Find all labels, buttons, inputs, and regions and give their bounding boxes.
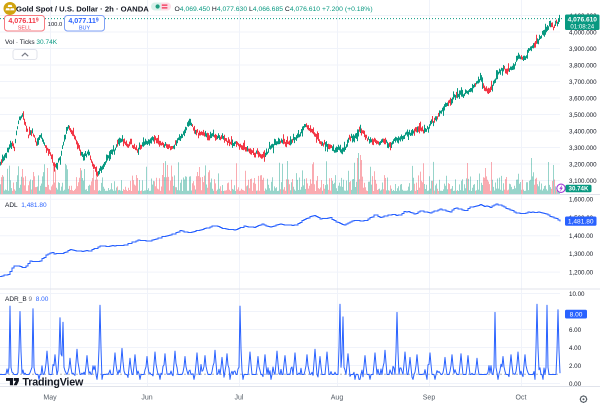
svg-text:Jun: Jun — [141, 395, 152, 402]
svg-text:1,200.00: 1,200.00 — [569, 269, 594, 276]
svg-text:1,600.00: 1,600.00 — [569, 197, 594, 204]
svg-text:Aug: Aug — [331, 395, 344, 402]
svg-text:4,076.119: 4,076.119 — [8, 16, 39, 25]
svg-text:Gold Spot / U.S. Dollar · 2h ·: Gold Spot / U.S. Dollar · 2h · OANDA — [16, 4, 149, 13]
svg-text:O4,069.450 H4,077.630 L4,066.6: O4,069.450 H4,077.630 L4,066.685 C4,076.… — [175, 6, 373, 13]
svg-text:SELL: SELL — [18, 26, 31, 32]
svg-text:3,700.000: 3,700.000 — [569, 79, 597, 86]
svg-text:1,300.00: 1,300.00 — [569, 251, 594, 258]
svg-text:May: May — [43, 395, 57, 402]
svg-text:8.00: 8.00 — [570, 312, 583, 319]
svg-text:4,000.000: 4,000.000 — [569, 29, 597, 36]
svg-text:1,400.00: 1,400.00 — [569, 233, 594, 240]
svg-text:4,077.119: 4,077.119 — [68, 16, 99, 25]
svg-text:0.00: 0.00 — [569, 381, 582, 388]
svg-text:6.00: 6.00 — [569, 327, 582, 334]
svg-text:ADR_B 9 8.00: ADR_B 9 8.00 — [5, 296, 49, 303]
svg-text:3,200.000: 3,200.000 — [569, 161, 597, 168]
svg-text:3,500.000: 3,500.000 — [569, 112, 597, 119]
svg-text:3,300.000: 3,300.000 — [569, 145, 597, 152]
svg-text:Oct: Oct — [516, 395, 527, 402]
svg-text:Vol · Ticks 30.74K: Vol · Ticks 30.74K — [5, 39, 58, 46]
svg-text:2.00: 2.00 — [569, 363, 582, 370]
svg-text:3,100.000: 3,100.000 — [569, 178, 597, 185]
svg-text:1,481.80: 1,481.80 — [568, 219, 594, 226]
svg-text:3,800.000: 3,800.000 — [569, 62, 597, 69]
svg-text:TradingView: TradingView — [23, 376, 84, 388]
svg-text:3,400.000: 3,400.000 — [569, 128, 597, 135]
svg-text:4,076.610: 4,076.610 — [568, 17, 598, 24]
svg-text:30.74K: 30.74K — [569, 186, 589, 193]
svg-text:Jul: Jul — [235, 395, 244, 402]
svg-text:ADL 1,481.80: ADL 1,481.80 — [5, 202, 47, 209]
svg-text:4.00: 4.00 — [569, 345, 582, 352]
svg-text:3,900.000: 3,900.000 — [569, 46, 597, 53]
svg-text:BUY: BUY — [79, 26, 91, 32]
svg-text:Sep: Sep — [423, 395, 436, 402]
svg-text:01:08:24: 01:08:24 — [570, 24, 594, 31]
svg-text:100.0: 100.0 — [48, 22, 63, 28]
svg-text:3,600.000: 3,600.000 — [569, 95, 597, 102]
svg-text:10.00: 10.00 — [569, 291, 585, 298]
